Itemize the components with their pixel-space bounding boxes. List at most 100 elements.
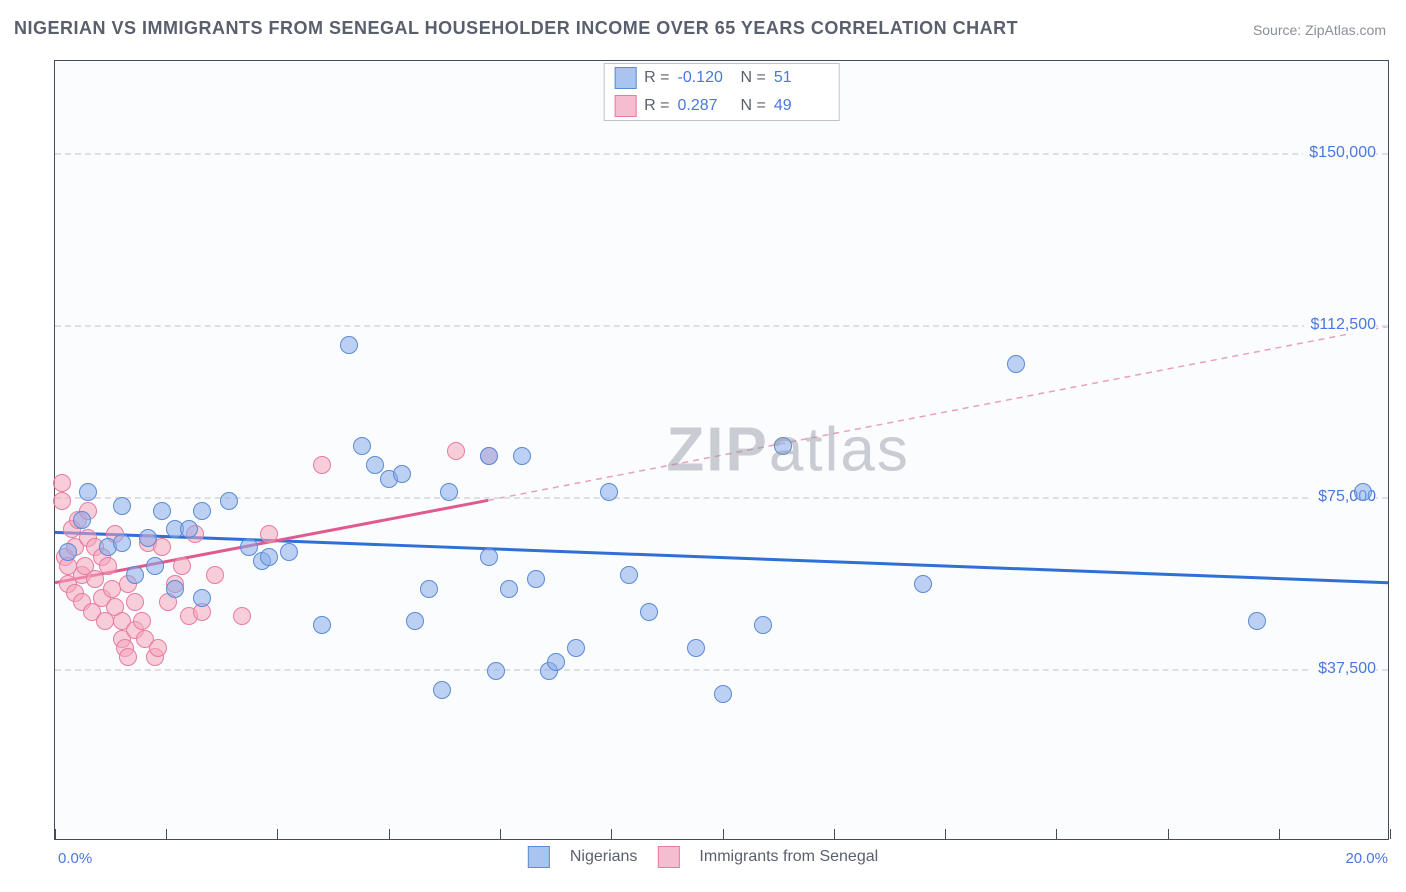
ytick-label: $150,000 [1303, 144, 1376, 162]
plot-canvas: $37,500$75,000$112,500$150,000 [55, 61, 1388, 839]
scatter-point [487, 662, 505, 680]
scatter-point [480, 447, 498, 465]
scatter-point [340, 336, 358, 354]
scatter-point [640, 603, 658, 621]
scatter-point [113, 497, 131, 515]
scatter-point [193, 589, 211, 607]
scatter-point [567, 639, 585, 657]
gridline [55, 325, 1388, 327]
ytick-label: $112,500 [1304, 316, 1376, 334]
scatter-point [153, 502, 171, 520]
xtick-mark [500, 829, 501, 839]
ytick-label: $37,500 [1312, 660, 1376, 678]
scatter-point [113, 534, 131, 552]
scatter-point [447, 442, 465, 460]
scatter-point [393, 465, 411, 483]
correlation-legend: R =-0.120N =51R =0.287N =49 [603, 63, 840, 121]
scatter-point [260, 525, 278, 543]
series-legend: NigeriansImmigrants from Senegal [528, 846, 878, 868]
r-label: R = [644, 69, 669, 87]
gridline [55, 497, 1388, 499]
scatter-point [420, 580, 438, 598]
scatter-point [149, 639, 167, 657]
scatter-point [527, 570, 545, 588]
scatter-point [103, 580, 121, 598]
scatter-point [313, 616, 331, 634]
scatter-point [480, 548, 498, 566]
gridline [55, 153, 1388, 155]
scatter-point [260, 548, 278, 566]
plot-svg [55, 61, 1388, 839]
scatter-point [146, 557, 164, 575]
xtick-mark [945, 829, 946, 839]
scatter-point [86, 570, 104, 588]
scatter-point [53, 474, 71, 492]
scatter-point [714, 685, 732, 703]
scatter-point [1007, 355, 1025, 373]
legend-swatch [614, 95, 636, 117]
xtick-mark [834, 829, 835, 839]
source-label: Source: ZipAtlas.com [1253, 22, 1386, 38]
scatter-point [53, 492, 71, 510]
scatter-point [173, 557, 191, 575]
n-label: N = [741, 69, 766, 87]
scatter-point [119, 648, 137, 666]
scatter-point [133, 612, 151, 630]
xtick-mark [611, 829, 612, 839]
scatter-point [433, 681, 451, 699]
xtick-mark [723, 829, 724, 839]
scatter-point [313, 456, 331, 474]
scatter-point [126, 593, 144, 611]
scatter-point [1248, 612, 1266, 630]
r-value: 0.287 [678, 97, 733, 115]
legend-swatch [528, 846, 550, 868]
xtick-mark [1056, 829, 1057, 839]
scatter-point [600, 483, 618, 501]
scatter-point [500, 580, 518, 598]
scatter-point [280, 543, 298, 561]
scatter-point [220, 492, 238, 510]
n-value: 51 [774, 69, 829, 87]
scatter-point [754, 616, 772, 634]
n-label: N = [741, 97, 766, 115]
legend-row: R =0.287N =49 [604, 92, 839, 120]
legend-row: R = -0.120 N = 51 [604, 64, 839, 92]
legend-swatch [614, 67, 636, 89]
xtick-mark [166, 829, 167, 839]
scatter-point [59, 543, 77, 561]
scatter-point [139, 529, 157, 547]
xtick-mark [1390, 829, 1391, 839]
regression-line [488, 326, 1388, 500]
xtick-mark [1168, 829, 1169, 839]
chart-plot-area: $37,500$75,000$112,500$150,000 ZIPatlas … [54, 60, 1389, 840]
scatter-point [99, 557, 117, 575]
x-min-label: 0.0% [58, 850, 92, 867]
scatter-point [513, 447, 531, 465]
xtick-mark [1279, 829, 1280, 839]
r-value: -0.120 [678, 69, 733, 87]
scatter-point [166, 580, 184, 598]
scatter-point [687, 639, 705, 657]
scatter-point [353, 437, 371, 455]
x-max-label: 20.0% [1345, 850, 1388, 867]
scatter-point [79, 483, 97, 501]
scatter-point [440, 483, 458, 501]
xtick-mark [55, 829, 56, 839]
scatter-point [180, 520, 198, 538]
scatter-point [406, 612, 424, 630]
scatter-point [620, 566, 638, 584]
gridline [55, 669, 1388, 671]
scatter-point [126, 566, 144, 584]
scatter-point [206, 566, 224, 584]
scatter-point [193, 502, 211, 520]
r-label: R = [644, 97, 669, 115]
scatter-point [547, 653, 565, 671]
legend-swatch [657, 846, 679, 868]
scatter-point [73, 511, 91, 529]
xtick-mark [389, 829, 390, 839]
scatter-point [914, 575, 932, 593]
scatter-point [233, 607, 251, 625]
chart-title: NIGERIAN VS IMMIGRANTS FROM SENEGAL HOUS… [14, 18, 1018, 39]
legend-series-label: Nigerians [570, 848, 638, 866]
scatter-point [1354, 483, 1372, 501]
